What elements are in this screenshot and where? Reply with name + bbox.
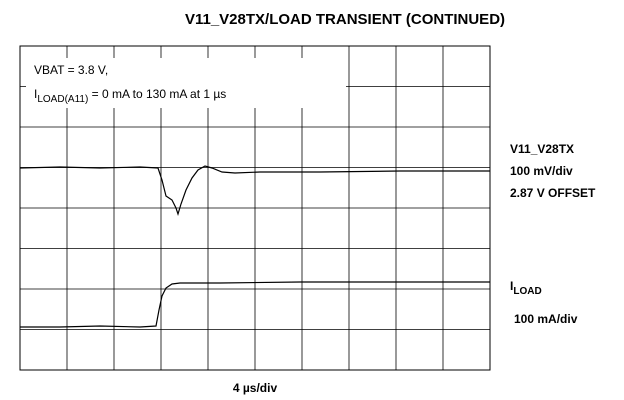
- trace-offset: 2.87 V OFFSET: [510, 186, 596, 200]
- annotation-box: [26, 58, 346, 108]
- voltage-trace: [19, 165, 490, 216]
- x-scale: 4 µs/div: [233, 381, 278, 395]
- trace-scale: 100 mA/div: [514, 312, 578, 326]
- symbol: I: [34, 87, 37, 101]
- title: V11_V28TX/LOAD TRANSIENT (CONTINUED): [185, 11, 505, 28]
- current-trace: [20, 281, 490, 328]
- annotation-line: VBAT = 3.8 V,: [34, 63, 108, 77]
- subscript: LOAD(A11): [37, 94, 88, 105]
- trace-name: ILOAD: [510, 279, 542, 297]
- text: = 0 mA to 130 mA at 1 µs: [88, 87, 226, 101]
- trace-name: V11_V28TX: [510, 142, 574, 156]
- subscript: LOAD: [513, 286, 541, 297]
- symbol: I: [510, 279, 513, 293]
- annotation-line: ILOAD(A11) = 0 mA to 130 mA at 1 µs: [34, 87, 226, 105]
- trace-scale: 100 mV/div: [510, 164, 573, 178]
